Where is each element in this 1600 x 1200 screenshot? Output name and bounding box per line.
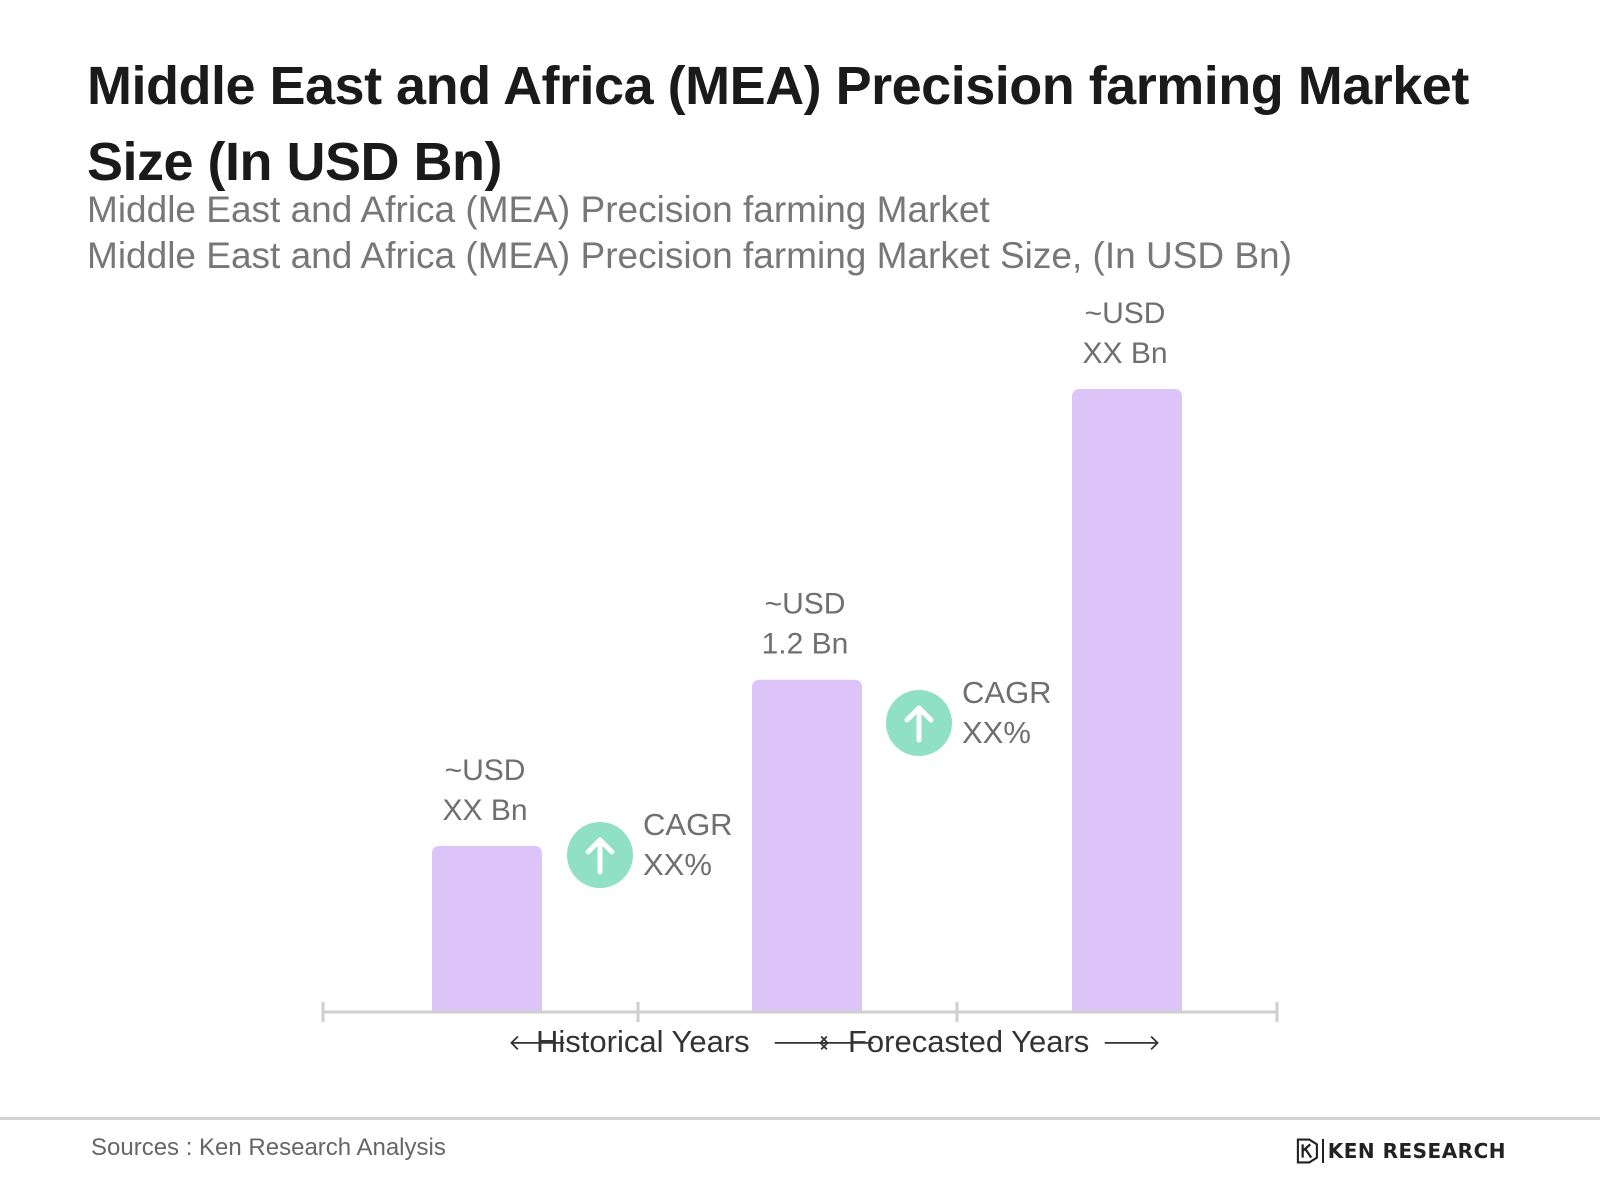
arrow-right-icon: 🡒	[1102, 1031, 1161, 1056]
chart-title: Middle East and Africa (MEA) Precision f…	[87, 56, 1469, 192]
bar-1-label-line-2: XX Bn	[442, 794, 527, 827]
cagr-label-1: CAGR	[643, 807, 733, 842]
bar-1-label-line-1: ~USD	[445, 754, 526, 787]
bar-2	[752, 679, 862, 1012]
cagr-value-2: XX%	[962, 715, 1031, 750]
source-note: Sources : Ken Research Analysis	[91, 1134, 446, 1161]
ken-research-k-icon	[1296, 1138, 1318, 1164]
ken-research-logo: KEN RESEARCH	[1296, 1136, 1506, 1166]
bar-1	[432, 845, 542, 1012]
cagr-value-1: XX%	[643, 847, 712, 882]
arrow-left-icon: 🡐	[508, 1031, 567, 1056]
logo-separator	[1321, 1139, 1324, 1163]
period-label-2: Forecasted Years	[848, 1024, 1089, 1059]
period-label-1: Historical Years	[536, 1024, 750, 1059]
chart-subtitle-1: Middle East and Africa (MEA) Precision f…	[87, 189, 990, 230]
cagr-label-2: CAGR	[962, 675, 1052, 710]
bar-2-label-line-2: 1.2 Bn	[762, 628, 849, 661]
market-size-chart: ~USD XX Bn ~USD 1.2 Bn ~USD XX Bn CAGR XX% CAGR X…	[321, 297, 1279, 1059]
bar-3	[1072, 389, 1182, 1012]
logo-text: KEN RESEARCH	[1327, 1139, 1506, 1163]
chart-subtitle-2: Middle East and Africa (MEA) Precision f…	[87, 235, 1292, 276]
bar-3-label-line-2: XX Bn	[1082, 337, 1167, 370]
arrow-up-icon	[585, 837, 615, 875]
footer-divider	[0, 1117, 1600, 1120]
bar-2-label-line-1: ~USD	[765, 588, 846, 621]
arrow-up-icon	[904, 705, 934, 743]
arrow-right-icon: 🡒	[772, 1031, 831, 1056]
arrow-left-icon: 🡐	[817, 1031, 876, 1056]
bar-3-label-line-1: ~USD	[1085, 297, 1166, 330]
